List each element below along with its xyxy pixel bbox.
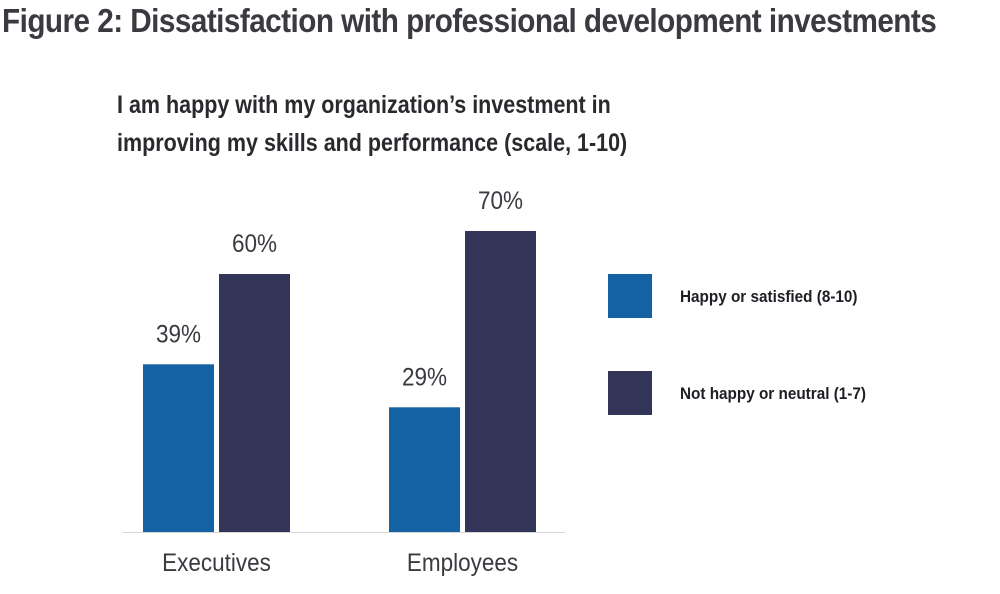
data-label-executives-series-2: 60% [232, 230, 277, 258]
data-label-executives-series-1: 39% [156, 320, 201, 348]
legend-swatch-1 [608, 274, 652, 318]
chart-title-line-2: improving my skills and performance (sca… [117, 129, 628, 157]
bar-executives-series-2 [219, 274, 290, 532]
legend-swatch-2 [608, 371, 652, 415]
bar-executives-series-1 [143, 364, 214, 532]
bar-employees-series-2 [465, 231, 536, 532]
legend-label-2: Not happy or neutral (1-7) [680, 384, 866, 403]
data-label-employees-series-2: 70% [478, 187, 523, 215]
chart-title-line-1: I am happy with my organization’s invest… [117, 91, 611, 119]
chart-title: I am happy with my organization’s invest… [117, 86, 627, 162]
figure-title: Figure 2: Dissatisfaction with professio… [2, 2, 937, 39]
legend-label-1: Happy or satisfied (8-10) [680, 287, 858, 306]
bar-employees-series-1 [389, 407, 460, 532]
x-tick-label-executives: Executives [162, 549, 271, 577]
x-tick-label-employees: Employees [407, 549, 518, 577]
data-label-employees-series-1: 29% [402, 363, 447, 391]
